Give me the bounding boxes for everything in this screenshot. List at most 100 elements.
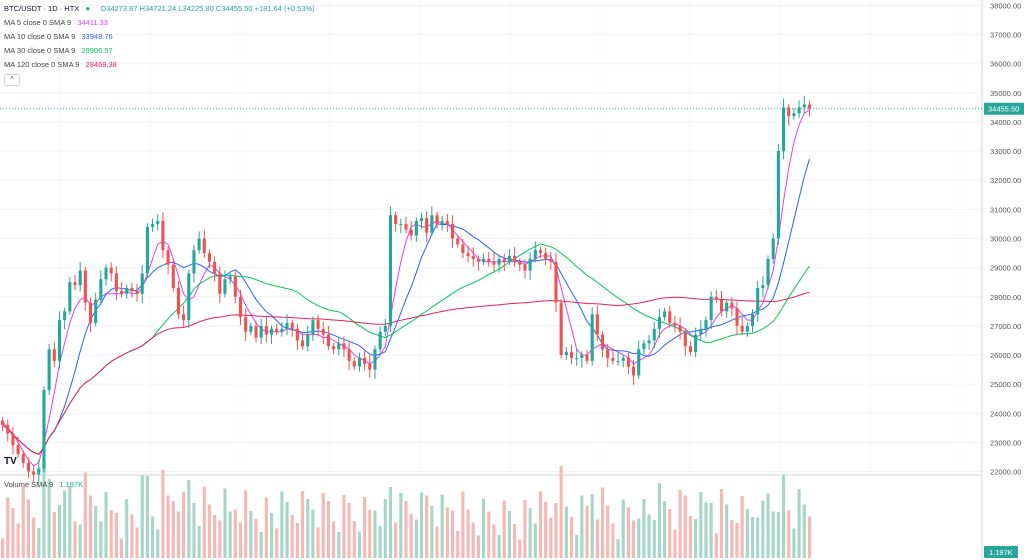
candle-body bbox=[797, 107, 801, 114]
volume-bar bbox=[554, 503, 558, 558]
candles bbox=[1, 95, 811, 484]
volume-bar bbox=[63, 490, 67, 558]
indicator-ma10[interactable]: MA 10 close 0 SMA 9 33948.76 bbox=[4, 30, 315, 44]
volume-bar bbox=[450, 510, 455, 558]
candle-body bbox=[99, 279, 103, 300]
volume-bar bbox=[285, 502, 289, 558]
candle-body bbox=[533, 250, 537, 259]
candle-body bbox=[16, 445, 20, 455]
price-tick-label: 33000.00 bbox=[990, 147, 1021, 156]
volume-axis-label: 1.197K bbox=[989, 548, 1013, 557]
volume-bar bbox=[425, 495, 429, 558]
candle-body bbox=[440, 221, 444, 224]
candle-body bbox=[301, 340, 305, 347]
volume-bar bbox=[632, 520, 636, 558]
candle-body bbox=[766, 258, 770, 286]
candle-body bbox=[182, 314, 186, 321]
candle-body bbox=[68, 282, 72, 312]
volume-bar bbox=[373, 510, 377, 558]
volume-bar bbox=[756, 517, 760, 558]
price-tick-label: 23000.00 bbox=[990, 438, 1021, 447]
volume-bar bbox=[580, 495, 584, 558]
indicator-ma120[interactable]: MA 120 close 0 SMA 9 28469.38 bbox=[4, 58, 315, 72]
volume-bar bbox=[192, 503, 196, 558]
candle-body bbox=[176, 288, 180, 315]
volume-bar bbox=[461, 491, 465, 558]
candle-body bbox=[130, 288, 134, 291]
volume-bar bbox=[502, 500, 506, 558]
candle-body bbox=[694, 334, 698, 353]
volume-bar bbox=[99, 521, 103, 558]
candle-body bbox=[244, 317, 248, 332]
candle-body bbox=[461, 244, 465, 254]
volume-bar bbox=[182, 492, 186, 558]
candle-body bbox=[719, 299, 724, 312]
symbol-title[interactable]: BTC/USDT · 1D · HTX bbox=[4, 4, 80, 13]
chevron-up-icon[interactable]: ^ bbox=[4, 74, 20, 86]
price-tick-label: 25000.00 bbox=[990, 380, 1021, 389]
volume-bar bbox=[409, 514, 413, 558]
volume-bar bbox=[280, 491, 284, 558]
candle-body bbox=[663, 311, 667, 318]
volume-bar bbox=[176, 511, 180, 558]
candle-body bbox=[559, 302, 563, 356]
candle-body bbox=[156, 221, 160, 224]
volume-bar bbox=[321, 493, 325, 558]
candle-body bbox=[228, 276, 232, 280]
last-price-line: 34455.50 bbox=[0, 102, 1024, 115]
volume-bar bbox=[78, 524, 82, 558]
candle-body bbox=[487, 258, 491, 262]
volume-bar bbox=[68, 486, 72, 558]
candle-body bbox=[740, 325, 744, 332]
candle-body bbox=[52, 349, 56, 361]
candle-body bbox=[57, 320, 62, 361]
candle-body bbox=[223, 279, 227, 294]
indicator-ma30[interactable]: MA 30 close 0 SMA 9 29906.57 bbox=[4, 44, 315, 58]
candle-body bbox=[688, 346, 693, 353]
volume-bar bbox=[88, 495, 93, 558]
candle-body bbox=[507, 255, 511, 262]
candle-body bbox=[616, 360, 620, 362]
volume-bar bbox=[533, 523, 537, 558]
volume-bar bbox=[735, 523, 739, 558]
volume-bar bbox=[347, 503, 351, 558]
candle-body bbox=[435, 215, 439, 224]
candle-body bbox=[611, 357, 615, 361]
volume-bar bbox=[352, 521, 356, 558]
volume-bar bbox=[363, 497, 367, 558]
volume-bar bbox=[575, 535, 579, 558]
candle-body bbox=[73, 282, 77, 286]
candle-body bbox=[269, 328, 274, 335]
candle-body bbox=[652, 328, 656, 341]
volume-bar bbox=[807, 516, 811, 558]
indicator-value: 34411.33 bbox=[77, 18, 108, 27]
volume-bar bbox=[569, 517, 574, 558]
volume-bar bbox=[430, 506, 434, 558]
candle-body bbox=[476, 258, 480, 262]
candle-body bbox=[564, 352, 568, 356]
volume-bar bbox=[151, 516, 155, 558]
volume-bar bbox=[228, 511, 232, 558]
price-tick-label: 29000.00 bbox=[990, 264, 1021, 273]
volume-bar bbox=[626, 507, 630, 558]
price-axis[interactable]: 22000.00 23000.00 24000.00 25000.00 26000.00… bbox=[990, 1, 1021, 476]
volume-bar bbox=[332, 521, 336, 558]
price-tick-label: 34000.00 bbox=[990, 118, 1021, 127]
volume-legend[interactable]: Volume SMA 9 1.197K bbox=[4, 480, 83, 489]
candle-body bbox=[745, 325, 749, 332]
volume-bar bbox=[678, 490, 682, 558]
indicator-ma5[interactable]: MA 5 close 0 SMA 9 34411.33 bbox=[4, 16, 315, 30]
volume-bar bbox=[6, 497, 10, 558]
tradingview-logo: TV bbox=[4, 456, 17, 467]
volume-bar bbox=[166, 495, 170, 558]
volume-bar bbox=[414, 519, 418, 558]
volume-bar bbox=[776, 512, 780, 558]
volume-bar bbox=[16, 523, 20, 558]
volume-bar bbox=[523, 500, 527, 558]
volume-bar bbox=[57, 505, 62, 558]
candle-body bbox=[32, 471, 36, 475]
volume-bar bbox=[275, 528, 279, 558]
volume-bar bbox=[585, 506, 589, 558]
candle-body bbox=[735, 308, 739, 326]
